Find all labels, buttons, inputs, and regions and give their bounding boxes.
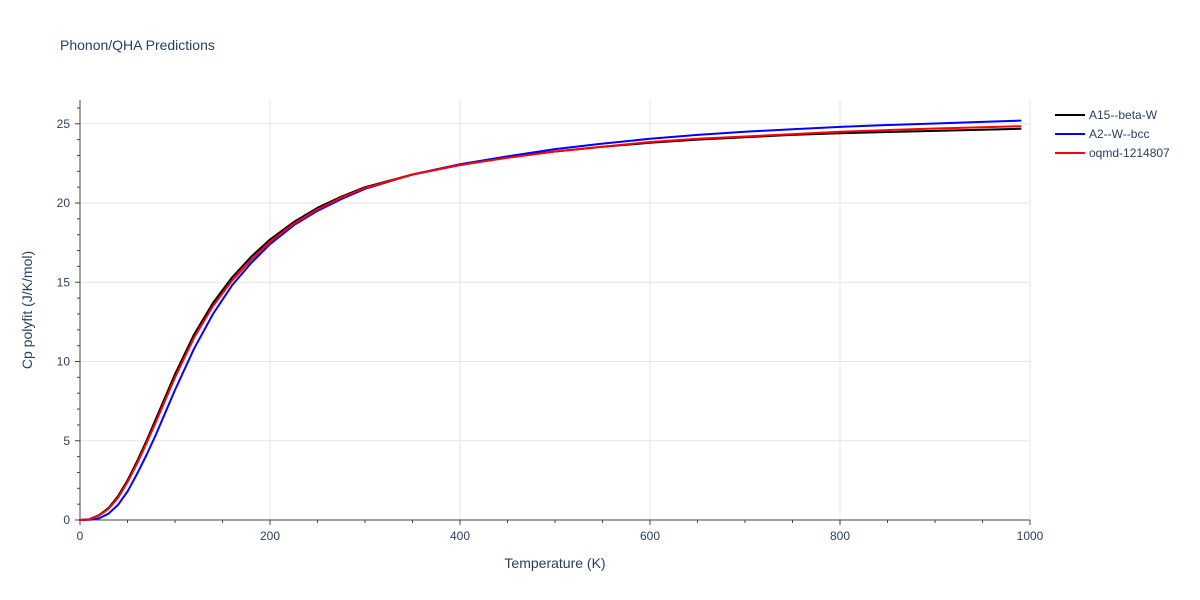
legend-item[interactable]: A15--beta-W: [1055, 108, 1158, 122]
axes: 0 200 400 600 800 1000 0 5 10 15 20 25: [57, 100, 1044, 543]
y-tick-label: 20: [57, 196, 71, 210]
x-tick-label: 600: [640, 529, 660, 543]
legend-label: A15--beta-W: [1089, 108, 1158, 122]
legend-label: oqmd-1214807: [1089, 146, 1170, 160]
x-axis-title: Temperature (K): [504, 555, 605, 571]
series-line-1: [79, 119, 1022, 521]
grid: [80, 100, 1031, 520]
legend-label: A2--W--bcc: [1089, 127, 1149, 141]
legend-item[interactable]: A2--W--bcc: [1055, 127, 1149, 141]
legend-item[interactable]: oqmd-1214807: [1055, 146, 1170, 160]
legend[interactable]: A15--beta-W A2--W--bcc oqmd-1214807: [1055, 108, 1170, 160]
x-tick-label: 1000: [1017, 529, 1044, 543]
y-tick-label: 0: [63, 513, 70, 527]
x-tick-label: 0: [77, 529, 84, 543]
x-tick-label: 200: [260, 529, 280, 543]
y-tick-label: 10: [57, 355, 71, 369]
y-tick-label: 15: [57, 275, 71, 289]
x-tick-label: 800: [830, 529, 850, 543]
series-line-2: [79, 125, 1022, 521]
x-tick-label: 400: [450, 529, 470, 543]
chart-title: Phonon/QHA Predictions: [60, 37, 215, 53]
y-tick-label: 25: [57, 117, 71, 131]
y-tick-label: 5: [63, 434, 70, 448]
y-axis-title: Cp polyfit (J/K/mol): [19, 251, 35, 369]
plot-area: [79, 119, 1022, 521]
